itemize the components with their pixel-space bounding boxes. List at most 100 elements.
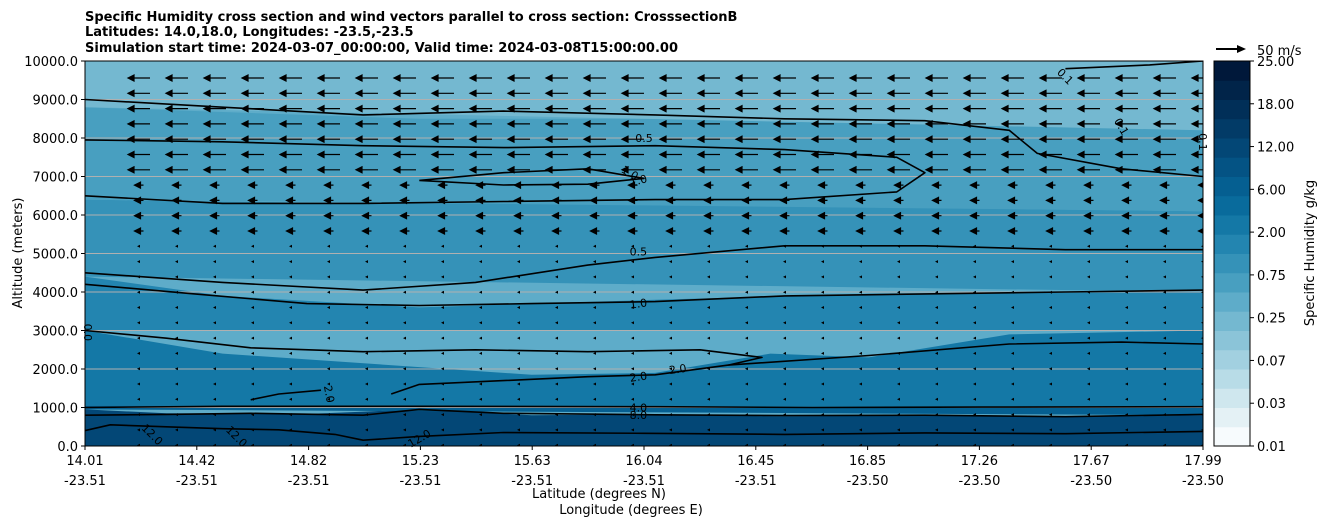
wind-vector [403,367,406,371]
wind-vector [669,428,672,432]
wind-vector [924,150,948,159]
wind-vector [403,413,406,417]
wind-vector [745,428,748,432]
wind-vector [783,351,786,355]
wind-vector [517,397,520,401]
wind-vector [935,367,938,371]
wind-vector [582,119,606,128]
x-tick-label-lon: -23.51 [399,474,441,489]
wind-vector [973,443,976,446]
wind-vector [327,290,330,294]
wind-vector [897,260,900,264]
wind-vector [517,382,520,386]
wind-vector [707,351,710,355]
wind-vector [1038,135,1062,144]
wind-vector [696,165,720,174]
wind-vector [593,367,596,371]
wind-vector [202,150,226,159]
wind-vector [1076,89,1100,98]
wind-vector [555,367,558,371]
wind-vector [137,367,140,371]
wind-vector [555,260,558,264]
wind-vector [1087,351,1090,355]
wind-vector [479,397,482,401]
wind-vector [175,413,178,417]
wind-vector [745,351,748,355]
wind-vector [251,459,254,462]
wind-vector [1125,397,1128,401]
wind-vector [1038,150,1062,159]
wind-vector [631,428,634,432]
wind-vector [1045,211,1056,220]
colorbar-segment [1214,349,1250,370]
wind-vector [821,382,824,386]
colorbar-segment [1214,272,1250,293]
x-tick-label-lon: -23.51 [288,474,330,489]
wind-vector [1125,367,1128,371]
wind-vector [251,336,254,340]
wind-vector [593,459,596,462]
wind-vector [1000,150,1024,159]
wind-vector [593,260,596,264]
wind-vector [745,306,748,309]
wind-vector [962,165,986,174]
wind-vector [1000,104,1024,113]
wind-vector [555,428,558,432]
colorbar-label: Specific Humidity g/kg [1303,180,1318,326]
wind-vector [1076,119,1100,128]
y-tick-label: 4000.0 [33,286,79,301]
colorbar-segment [1214,195,1250,216]
wind-vector [821,397,824,401]
wind-vector [399,196,410,205]
wind-vector [969,227,980,235]
wind-vector [1114,74,1138,82]
wind-vector [213,397,216,401]
wind-vector [669,459,672,462]
wind-vector [1049,397,1052,401]
wind-vector [1083,181,1094,190]
wind-vector [1087,275,1090,279]
wind-vector [593,244,596,248]
wind-vector [589,227,600,235]
wind-vector [441,321,444,325]
wind-vector [973,367,976,371]
wind-vector [935,244,938,248]
wind-vector [1190,135,1203,144]
wind-vector [821,244,824,248]
wind-vector [665,181,676,190]
colorbar: 0.01 0.03 0.07 0.25 0.75 2.00 6.00 12.00 18.00 25… [1213,55,1294,455]
wind-vector [745,244,748,248]
colorbar-tick-label: 18.00 [1257,98,1294,113]
wind-vector [631,382,634,386]
wind-vector [175,443,178,446]
wind-vector [1163,428,1166,432]
wind-vector [1163,260,1166,264]
wind-vector [783,260,786,264]
wind-vector [240,119,264,128]
wind-vector [403,428,406,432]
colorbar-segment [1214,388,1250,408]
wind-vector [551,181,562,190]
wind-vector [848,74,872,82]
wind-vector [365,260,368,264]
wind-vector [327,275,330,279]
wind-vector [1007,211,1018,220]
wind-vector [1007,227,1018,235]
wind-vector [327,321,330,325]
wind-vector [1125,351,1128,355]
wind-vector [209,181,220,190]
wind-vector [886,119,910,128]
wind-vector [251,382,254,386]
wind-vector [821,351,824,355]
wind-vector [517,413,520,417]
wind-vector [707,443,710,446]
wind-vector [620,104,644,113]
wind-vector [475,196,486,205]
wind-vector [316,150,340,159]
wind-vector [1045,227,1056,235]
wind-vector [1049,351,1052,355]
wind-vector [1163,290,1166,294]
wind-vector [1152,104,1176,113]
wind-vector [437,196,448,205]
colorbar-tick-label: 0.75 [1257,269,1286,284]
